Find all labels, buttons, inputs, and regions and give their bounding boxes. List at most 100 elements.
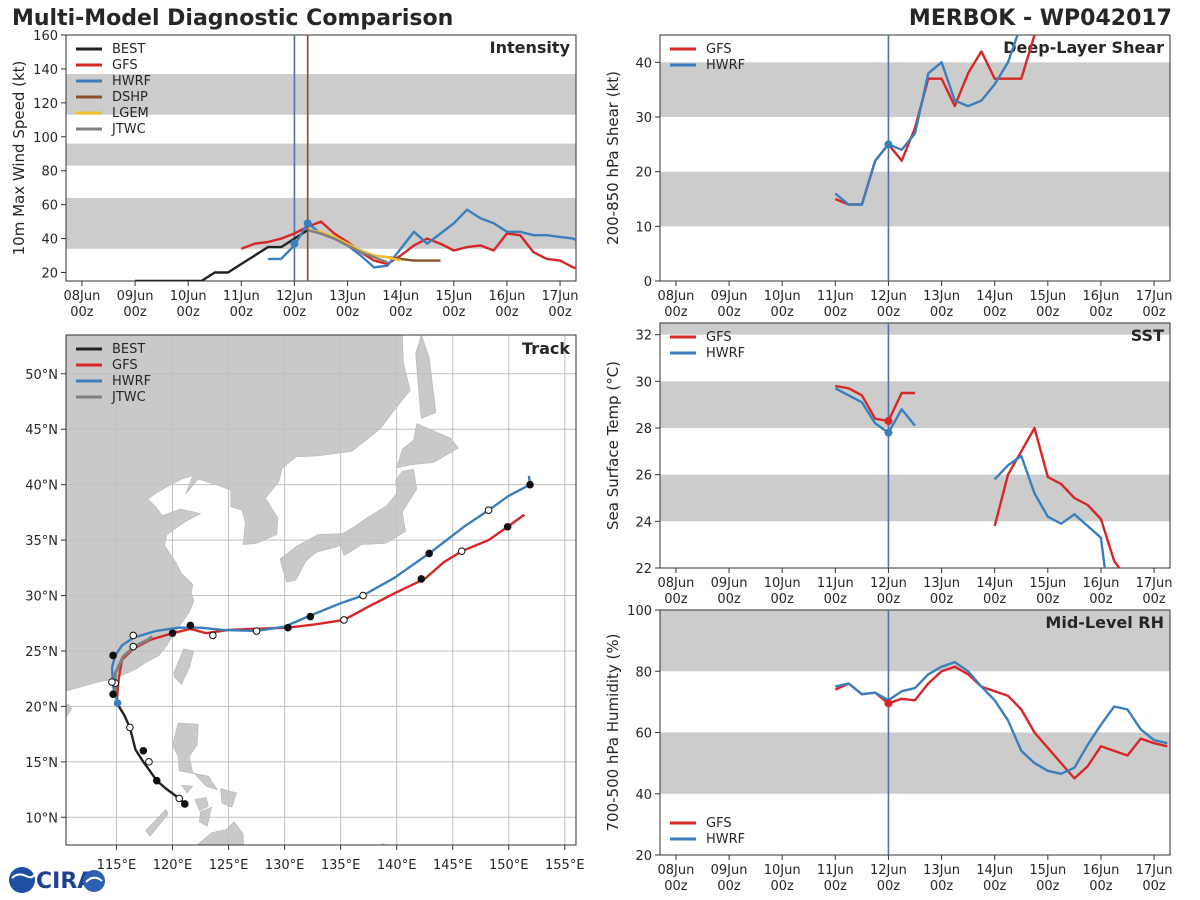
sst-xtick-date: 08Jun — [658, 576, 695, 591]
sst-xtick-date: 10Jun — [764, 576, 801, 591]
shear-point-hwrf — [884, 140, 893, 149]
track-ytick-label: 20°N — [25, 700, 58, 715]
cira-logo: CIRA — [9, 867, 105, 894]
shear-band — [660, 171, 1170, 227]
intensity-xtick-hour: 00z — [442, 305, 466, 320]
rh-xtick-date: 13Jun — [923, 863, 960, 878]
track-point-best — [109, 651, 117, 660]
rh-band — [660, 732, 1170, 794]
track-point-gfs — [168, 629, 177, 638]
legend-label-lgem: LGEM — [112, 106, 149, 121]
sst-xtick-hour: 00z — [824, 592, 848, 607]
land-hokkaido — [396, 423, 459, 469]
sst-xtick-hour: 00z — [1089, 592, 1113, 607]
track-xtick-label: 130°E — [265, 858, 305, 873]
track-point-jtwc — [109, 690, 117, 699]
shear-frame — [659, 34, 1171, 282]
shear-xtick-hour: 00z — [983, 305, 1007, 320]
track-point-best — [152, 776, 161, 785]
shear-xtick-hour: 00z — [877, 305, 901, 320]
rh-xtick-hour: 00z — [771, 879, 795, 894]
track-point-open-best — [175, 794, 184, 803]
rh-xtick-date: 15Jun — [1029, 863, 1066, 878]
rh-xtick-date: 17Jun — [1136, 863, 1173, 878]
globe-swirl — [11, 873, 35, 879]
rh-band — [660, 610, 1170, 672]
legend-label-gfs: GFS — [706, 42, 732, 57]
intensity-xtick-hour: 00z — [177, 305, 201, 320]
rh-xtick-date: 10Jun — [764, 863, 801, 878]
shear-xtick-date: 13Jun — [923, 289, 960, 304]
sst-ytick-label: 22 — [635, 562, 652, 577]
intensity-ytick-label: 100 — [33, 131, 58, 146]
sst-point-hwrf — [884, 428, 893, 437]
shear-xtick-date: 17Jun — [1136, 289, 1173, 304]
track-title: Track — [522, 339, 570, 358]
legend-label-dshp: DSHP — [112, 90, 148, 105]
track-point-open-hwrf — [129, 631, 138, 640]
page-title: Multi-Model Diagnostic Comparison — [12, 6, 454, 31]
track-point-open-hwrf — [484, 506, 493, 514]
sst-xtick-date: 11Jun — [817, 576, 854, 591]
sst-band — [660, 474, 1170, 522]
sst-xtick-hour: 00z — [930, 592, 954, 607]
sst-xtick-hour: 00z — [1036, 592, 1060, 607]
intensity-xtick-hour: 00z — [230, 305, 254, 320]
legend-label-hwrf: HWRF — [112, 74, 151, 89]
track-series-hwrf — [110, 475, 532, 704]
legend-label-best: BEST — [112, 342, 145, 357]
intensity-xtick-date: 17Jun — [542, 289, 579, 304]
sst-xtick-date: 12Jun — [870, 576, 907, 591]
shear-xtick-hour: 00z — [664, 305, 688, 320]
sst-title: SST — [1131, 326, 1164, 345]
intensity-xtick-hour: 00z — [389, 305, 413, 320]
land-hainan — [66, 703, 72, 719]
legend-label-gfs: GFS — [112, 358, 138, 373]
intensity-series-lgem — [307, 228, 401, 262]
sst-ytick-label: 28 — [635, 422, 652, 437]
track-point-gfs — [503, 523, 512, 531]
rh-xtick-hour: 00z — [664, 879, 688, 894]
shear-ytick-label: 0 — [644, 275, 652, 290]
intensity-ytick-label: 80 — [41, 165, 58, 180]
sst-frame — [659, 322, 1171, 569]
legend-label-jtwc: JTWC — [111, 390, 146, 405]
track-point-open-gfs — [209, 631, 217, 640]
intensity-frame — [65, 34, 577, 282]
land-mindanao — [196, 821, 244, 845]
track-point-open-hwrf — [359, 591, 367, 600]
intensity-ytick-label: 40 — [41, 233, 58, 248]
track-point-open-best — [145, 758, 153, 766]
shear-xtick-hour: 00z — [1142, 305, 1166, 320]
rh-ytick-label: 60 — [635, 727, 652, 742]
track-xtick-label: 125°E — [209, 858, 249, 873]
rh-xtick-date: 12Jun — [870, 863, 907, 878]
track-ytick-label: 50°N — [25, 368, 58, 383]
legend-label-hwrf: HWRF — [706, 346, 745, 361]
track-chart: 115°E 120°E 125°E 130°E 135°E 140°E 145°E 150°E… — [25, 334, 585, 873]
rh-ytick-label: 40 — [635, 788, 652, 803]
intensity-chart: 2040608010012014016008Jun00z09Jun00z10Ju… — [10, 29, 579, 320]
track-point-open-gfs — [129, 642, 138, 651]
intensity-xtick-date: 15Jun — [435, 289, 472, 304]
intensity-xtick-hour: 00z — [70, 305, 94, 320]
intensity-xtick-hour: 00z — [495, 305, 519, 320]
legend-label-gfs: GFS — [112, 58, 138, 73]
shear-band — [660, 62, 1170, 117]
globe-icon — [9, 867, 35, 893]
rh-ytick-label: 20 — [635, 849, 652, 864]
track-point-open-gfs — [457, 547, 466, 555]
rh-point-gfs — [884, 699, 893, 708]
land-negros — [199, 806, 213, 827]
shear-ytick-label: 40 — [635, 56, 652, 71]
sst-xtick-date: 13Jun — [923, 576, 960, 591]
track-xtick-label: 155°E — [545, 858, 585, 873]
legend-label-gfs: GFS — [706, 330, 732, 345]
intensity-xtick-date: 09Jun — [117, 289, 154, 304]
land-sakhalin — [415, 335, 437, 419]
sst-xtick-hour: 00z — [983, 592, 1007, 607]
